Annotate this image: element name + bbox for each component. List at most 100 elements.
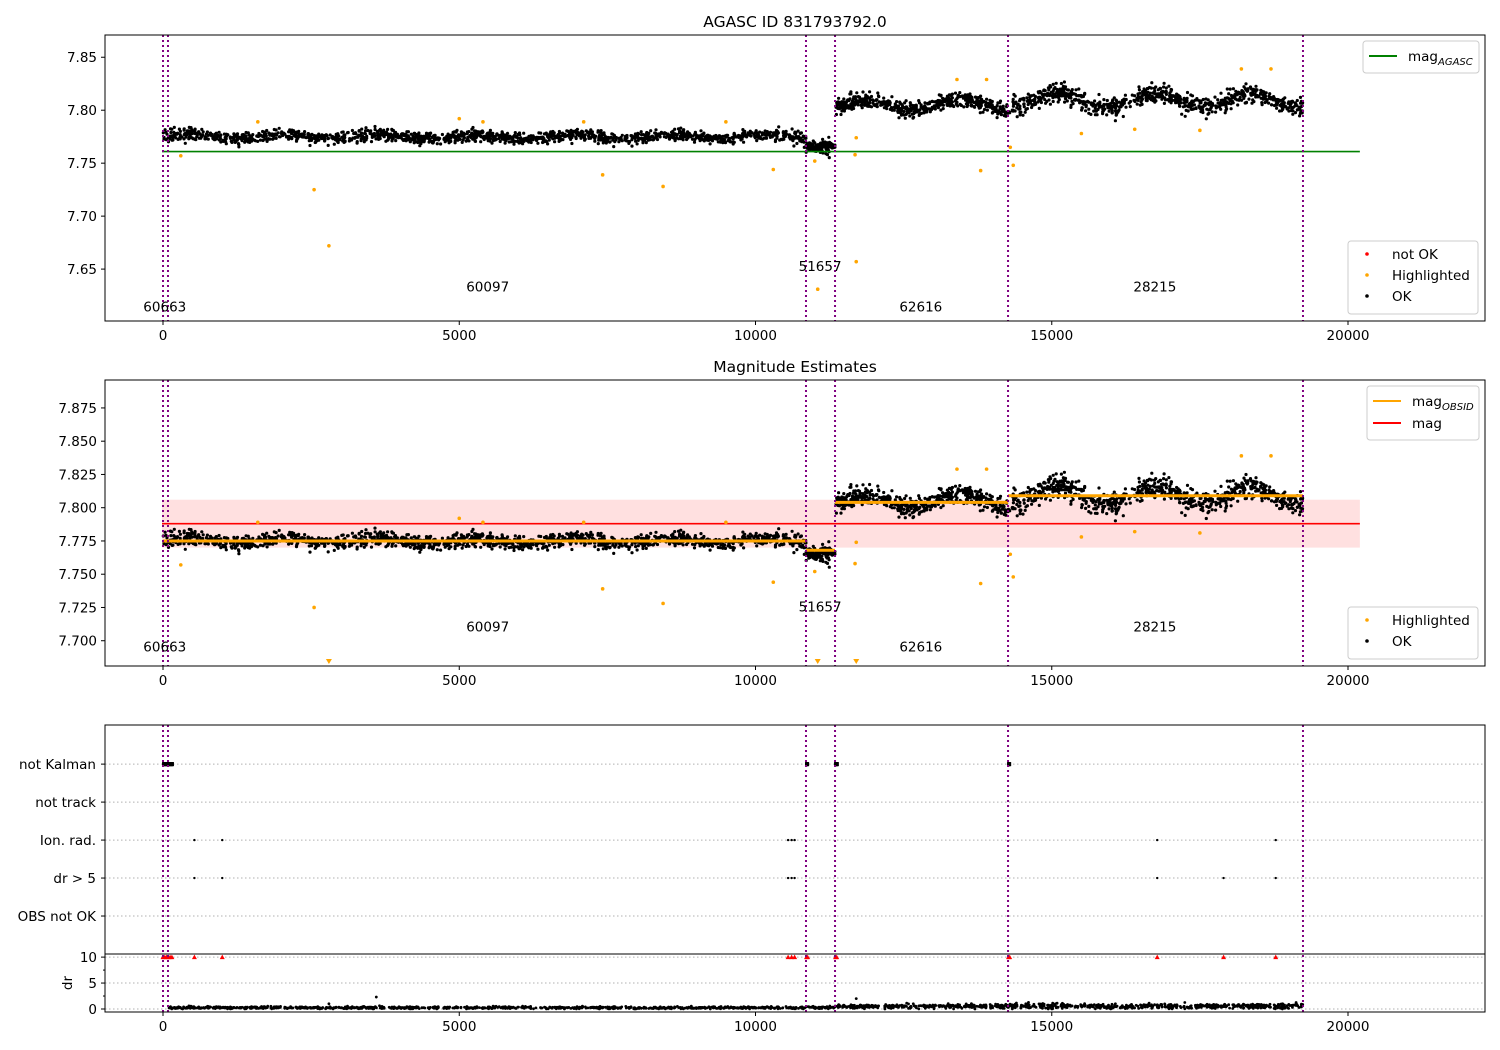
ok-point [1300, 101, 1304, 105]
ok-point [643, 133, 647, 137]
ok-point [755, 139, 759, 143]
ok-point [263, 132, 268, 136]
ok-point [381, 535, 385, 539]
ok-point [1115, 112, 1119, 116]
ok-point [750, 534, 754, 538]
ok-point [486, 138, 490, 142]
ok-point [678, 130, 682, 134]
ok-point [853, 97, 857, 101]
ok-point [223, 138, 227, 142]
ok-point [287, 542, 291, 546]
ok-point [1252, 100, 1256, 104]
ok-point [773, 131, 777, 136]
ok-point [314, 135, 319, 139]
ok-point [326, 136, 330, 140]
ok-point [1133, 94, 1137, 98]
ok-point [711, 136, 715, 140]
ok-point [222, 536, 226, 540]
ok-point [430, 546, 434, 551]
ok-point [796, 532, 800, 536]
ok-point [1015, 103, 1020, 107]
ok-point [520, 543, 524, 547]
ok-point [435, 548, 439, 552]
ok-point [193, 529, 197, 534]
ok-point [823, 142, 827, 147]
ok-point [477, 533, 481, 537]
ok-point [193, 137, 197, 141]
ok-point [1185, 90, 1190, 95]
ok-point [268, 133, 272, 137]
ok-point [388, 132, 392, 136]
ok-point [1123, 93, 1127, 97]
ok-point [204, 137, 208, 141]
ok-point [230, 546, 234, 550]
ok-point [882, 490, 886, 495]
ok-point [979, 94, 983, 98]
ok-point [673, 535, 677, 539]
ok-point [1026, 92, 1030, 96]
ok-point [205, 533, 209, 537]
ok-point [779, 542, 783, 546]
ok-point [518, 546, 522, 550]
ok-point [318, 134, 322, 139]
ok-point [406, 130, 410, 134]
ok-point [1025, 96, 1029, 100]
x-tick-label: 10000 [734, 328, 777, 344]
ok-point [724, 135, 728, 139]
ok-point [893, 102, 897, 106]
ok-point [343, 537, 347, 541]
ok-point [1065, 99, 1069, 103]
ok-point [506, 131, 510, 135]
ok-point [742, 140, 746, 144]
ok-point [1022, 102, 1026, 106]
ok-point [714, 136, 718, 140]
ok-point [904, 106, 909, 110]
ok-point [362, 542, 366, 546]
ok-point [593, 136, 597, 140]
ok-point [728, 139, 732, 143]
ok-point [777, 527, 781, 531]
ok-point [1048, 102, 1052, 106]
ok-point [680, 533, 684, 537]
ok-point [1191, 103, 1195, 107]
ok-point [1261, 97, 1265, 101]
ok-point [790, 136, 794, 140]
ok-point [596, 142, 600, 146]
ok-point [505, 541, 509, 546]
ok-point [1178, 104, 1182, 108]
ok-point [999, 112, 1003, 116]
ok-point [1074, 88, 1078, 92]
ok-point [1188, 101, 1192, 105]
ok-point [905, 507, 909, 511]
ok-point [637, 535, 641, 540]
ok-point [193, 533, 197, 537]
ok-point [164, 130, 168, 134]
ok-point [348, 543, 352, 547]
ok-point [985, 505, 990, 510]
ok-point [941, 504, 945, 508]
ok-point [490, 141, 494, 145]
ok-point [926, 107, 930, 111]
ok-point [335, 139, 339, 143]
ok-point [1114, 98, 1118, 102]
ok-point [351, 136, 355, 140]
ok-point [973, 95, 978, 99]
ok-point [748, 133, 752, 137]
ok-point [1133, 99, 1137, 104]
ok-point [280, 533, 284, 537]
ok-point [1186, 109, 1190, 113]
ok-point [251, 542, 255, 547]
ok-point [486, 535, 490, 539]
ok-point [590, 130, 595, 134]
ok-point [630, 551, 634, 555]
ok-point [1214, 104, 1218, 108]
ok-point [569, 137, 573, 141]
ok-point [453, 544, 457, 549]
ok-point [1093, 99, 1097, 103]
ok-point [842, 105, 846, 109]
ok-point [261, 129, 265, 134]
ok-point [217, 533, 221, 538]
ok-point [922, 111, 926, 115]
ok-point [552, 133, 556, 137]
ok-point [219, 546, 223, 550]
